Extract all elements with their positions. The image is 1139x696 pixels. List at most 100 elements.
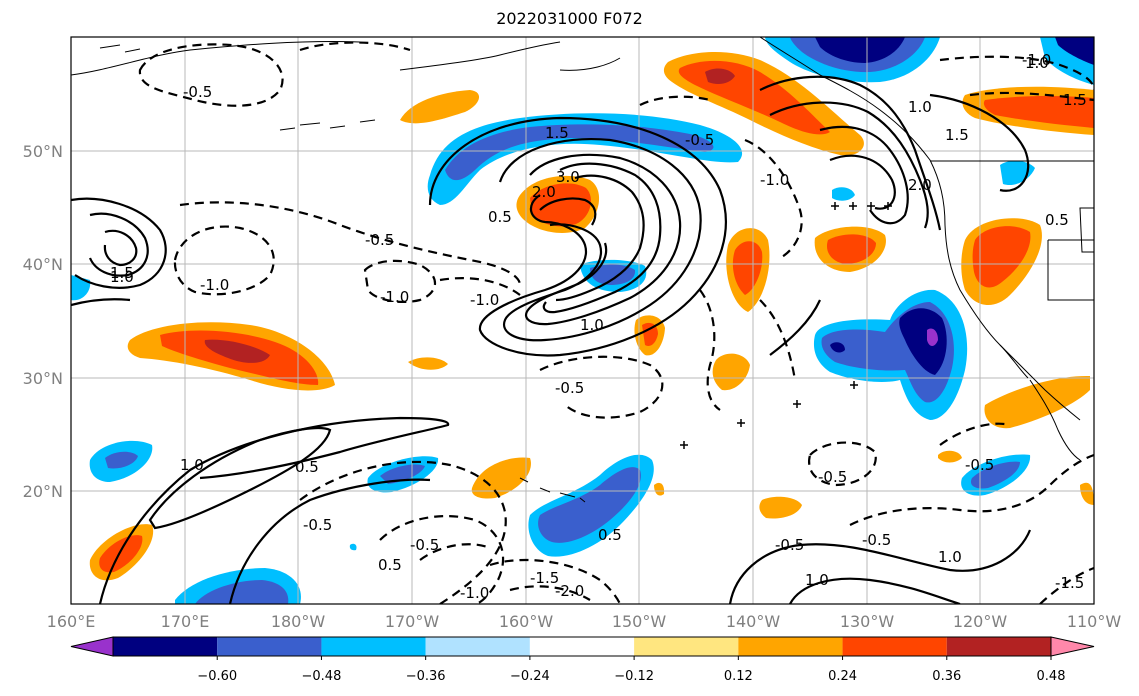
shaded-anomaly-field xyxy=(71,37,1094,604)
y-axis-ticks: 50°N 40°N 30°N 20°N xyxy=(23,142,63,501)
dashed-mid-3 xyxy=(363,259,437,304)
colorbar-bin xyxy=(321,637,426,656)
dashed-goa-2 xyxy=(744,138,803,259)
shade-darkred-goa xyxy=(705,68,735,84)
dashed-contour-label: -2.0 xyxy=(555,582,584,600)
solid-west-bottom xyxy=(71,298,131,307)
dashed-contour-label: -0.5 xyxy=(183,83,212,101)
solid-sw-tongue-inner xyxy=(148,426,332,530)
y-tick-label: 50°N xyxy=(23,142,63,161)
dashed-south-6 xyxy=(509,585,591,601)
plus-markers xyxy=(680,202,892,449)
solid-low-4 xyxy=(542,162,662,314)
y-tick-label: 40°N xyxy=(23,255,63,274)
coastlines xyxy=(71,37,1094,503)
colorbar-bin xyxy=(842,637,947,656)
colorbar-bin xyxy=(529,637,635,656)
contour-label-layer: 3.0 2.0 1.5 1.0 1.0 1.5 1.0 1.0 0.5 0.5 … xyxy=(110,51,1087,602)
dashed-mid-2 xyxy=(173,225,275,296)
colorbar-bin xyxy=(634,637,739,656)
x-tick-label: 150°W xyxy=(612,612,667,631)
shade-red-ne-right xyxy=(983,95,1094,128)
solid-contour-label: 1.0 xyxy=(805,571,829,589)
solid-contour-label: 1.5 xyxy=(545,124,569,142)
dashed-contour-label: -0.5 xyxy=(685,131,714,149)
solid-sw-2 xyxy=(228,478,431,604)
colorbar-tick-label: −0.60 xyxy=(197,669,237,684)
shade-purple-se xyxy=(927,328,938,346)
dashed-contour-label: -0.5 xyxy=(965,456,994,474)
dashed-far-ne-2 xyxy=(969,91,1094,102)
shade-light-blue-small xyxy=(349,543,357,551)
dashed-se-4 xyxy=(939,422,1011,446)
shade-warm-small-170w xyxy=(408,357,448,370)
dashed-south-1 xyxy=(539,355,664,419)
shade-navy-se-small xyxy=(830,342,845,353)
dashed-nw-1 xyxy=(138,43,284,107)
shade-red-130w xyxy=(826,234,876,264)
solid-contour-label: 0.5 xyxy=(598,526,622,544)
dashed-mid-1 xyxy=(179,201,522,286)
coast-mexico xyxy=(999,344,1081,461)
shade-blue-sw-1-core xyxy=(105,451,138,469)
shade-red-sw-bottom xyxy=(99,535,143,573)
dashed-south-2 xyxy=(299,460,507,604)
solid-ne-1 xyxy=(759,75,942,231)
dashed-contour-label: -0.5 xyxy=(818,468,847,486)
solid-contour-label: 0.5 xyxy=(378,556,402,574)
solid-west-circle-3 xyxy=(103,229,138,267)
y-tick-label: 20°N xyxy=(23,482,63,501)
colorbar-bin xyxy=(113,637,218,656)
dashed-contour-label: -1.0 xyxy=(760,171,789,189)
x-tick-label: 160°W xyxy=(499,612,554,631)
solid-low-3 xyxy=(524,153,682,326)
shade-warm-se-small xyxy=(938,450,962,463)
solid-ne-3 xyxy=(819,125,909,225)
solid-se-bottom xyxy=(728,529,1032,604)
colorbar-extend-max xyxy=(1050,636,1095,657)
x-tick-label: 110°W xyxy=(1067,612,1122,631)
shade-blue-bottom-core xyxy=(195,580,289,604)
shade-red-140w xyxy=(732,241,763,295)
solid-contour-label: 2.0 xyxy=(908,176,932,194)
colorbar-tick-label: −0.24 xyxy=(510,669,550,684)
colorbar-outline xyxy=(112,636,1052,657)
solid-contour-label: 0.5 xyxy=(1045,211,1069,229)
islands-hawaii xyxy=(519,477,586,503)
solid-west-circle xyxy=(71,197,167,289)
shade-blue-130w-small xyxy=(832,187,855,201)
dashed-south-4 xyxy=(419,543,491,561)
shade-warm-aleutian-small xyxy=(400,90,480,124)
map-frame xyxy=(70,36,1095,605)
solid-contour-label: 1.0 xyxy=(580,316,604,334)
dashed-contour-label: -1.0 xyxy=(470,291,499,309)
dashed-contour-label: -0.5 xyxy=(775,536,804,554)
solid-contours xyxy=(71,75,1032,604)
dashed-se-1 xyxy=(808,441,877,487)
x-tick-label: 130°W xyxy=(840,612,895,631)
solid-contour-label: 1.5 xyxy=(945,126,969,144)
shade-warm-south-small xyxy=(654,482,665,496)
dashed-se-3 xyxy=(1039,566,1094,604)
dashed-contour-label: -1.5 xyxy=(1055,574,1084,592)
dashed-contour-label: -1.0 xyxy=(200,276,229,294)
shade-warm-sw-3 xyxy=(471,457,531,499)
x-tick-label: 170°W xyxy=(385,612,440,631)
dashed-se-2 xyxy=(849,453,1094,526)
solid-low-2 xyxy=(498,138,702,342)
shade-red-pnw xyxy=(972,226,1031,288)
dashed-contour-label: -1.5 xyxy=(530,569,559,587)
dashed-far-ne xyxy=(939,55,1094,91)
colorbar-tick-label: 0.24 xyxy=(828,669,857,684)
coast-alaska xyxy=(71,37,1081,421)
dashed-contour-label: -0.5 xyxy=(365,231,394,249)
solid-center-thin xyxy=(769,299,822,356)
dashed-contour-label: -0.5 xyxy=(410,536,439,554)
x-tick-label: 170°E xyxy=(161,612,210,631)
solid-contour-label: 1.5 xyxy=(110,264,134,282)
solid-contour-label: 1.5 xyxy=(1063,91,1087,109)
shade-warm-142w xyxy=(712,353,750,391)
solid-low-outer xyxy=(428,116,727,357)
dashed-center-2 xyxy=(759,299,797,381)
